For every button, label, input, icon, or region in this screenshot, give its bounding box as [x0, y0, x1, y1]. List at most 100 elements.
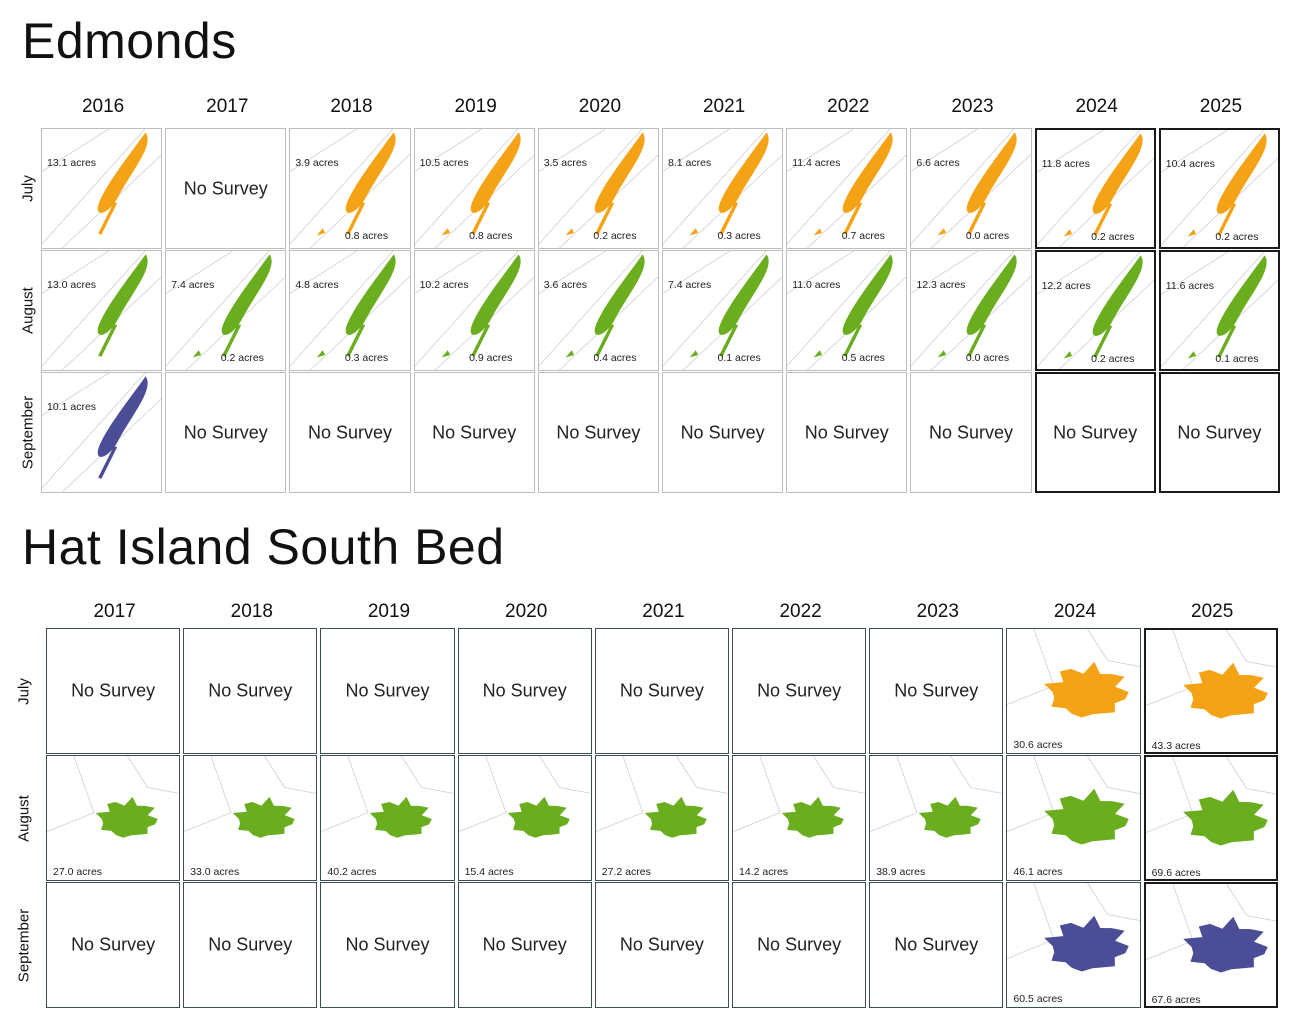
map-cell-august-2020: 15.4 acres — [457, 755, 592, 881]
map-cell-july-2023: No Survey — [869, 628, 1004, 754]
small-patch-shape — [317, 228, 326, 236]
map-cell-august-2019: 40.2 acres — [320, 755, 455, 881]
map-cell-september-2017: No Survey — [46, 882, 181, 1008]
year-label: 2022 — [779, 601, 822, 622]
acres-label-main: 13.1 acres — [47, 157, 97, 169]
map-cell-july-2017: No Survey — [46, 628, 181, 754]
seagrass-strip-shape — [1216, 202, 1236, 236]
seagrass-strip-shape — [1092, 202, 1112, 236]
seagrass-strip-shape — [594, 323, 614, 357]
map-cell-july-2019: 10.5 acres 0.8 acres — [413, 128, 535, 249]
map-cell-july-2024: 30.6 acres — [1006, 628, 1141, 754]
seagrass-strip-shape — [594, 201, 614, 235]
map-cell-september-2022: No Survey — [732, 882, 867, 1008]
map-cell-august-2024: 12.2 acres 0.2 acres — [1034, 250, 1156, 371]
year-label: 2023 — [951, 96, 994, 117]
no-survey-label: No Survey — [345, 934, 430, 955]
year-label: 2020 — [578, 96, 622, 117]
seagrass-strip-shape — [98, 445, 118, 479]
no-survey-label: No Survey — [894, 934, 979, 955]
map-cell-july-2017: No Survey — [165, 128, 287, 249]
no-survey-label: No Survey — [894, 680, 979, 701]
seagrass-bed-shape — [1182, 789, 1268, 846]
seagrass-map — [290, 251, 410, 370]
map-cell-july-2025: 10.4 acres 0.2 acres — [1158, 128, 1280, 249]
month-label-august: August — [19, 287, 37, 334]
acres-label-main: 14.2 acres — [739, 866, 789, 878]
small-patch-shape — [565, 350, 574, 358]
map-cell-august-2020: 3.6 acres 0.4 acres — [537, 250, 659, 371]
seagrass-strip-shape — [98, 201, 118, 235]
acres-label-main: 33.0 acres — [190, 866, 240, 878]
acres-label-secondary: 0.5 acres — [841, 352, 885, 364]
no-survey-label: No Survey — [619, 680, 704, 701]
seagrass-bed-shape — [232, 796, 295, 838]
seagrass-bed-shape — [470, 132, 521, 213]
year-label: 2017 — [206, 96, 249, 117]
seagrass-bed-shape — [644, 796, 707, 838]
map-cell-august-2021: 27.2 acres — [594, 755, 729, 881]
no-survey-label: No Survey — [345, 680, 430, 701]
acres-label-main: 7.4 acres — [668, 279, 712, 291]
map-cell-august-2025: 69.6 acres — [1143, 755, 1278, 881]
map-cell-september-2019: No Survey — [413, 372, 535, 493]
seagrass-bed-shape — [842, 132, 893, 213]
year-label: 2019 — [367, 601, 411, 622]
seagrass-bed-shape — [842, 254, 893, 335]
seagrass-map — [414, 251, 534, 370]
year-label: 2018 — [330, 96, 373, 117]
seagrass-strip-shape — [843, 201, 863, 235]
seagrass-map — [663, 251, 783, 370]
small-patch-shape — [1063, 351, 1072, 359]
no-survey-label: No Survey — [804, 422, 889, 442]
acres-label-main: 4.8 acres — [295, 279, 339, 291]
map-cell-july-2018: No Survey — [183, 628, 318, 754]
seagrass-bed-shape — [507, 796, 570, 838]
year-label: 2022 — [827, 96, 870, 117]
seagrass-map — [290, 129, 410, 248]
acres-label-main: 67.6 acres — [1151, 994, 1201, 1006]
seagrass-map — [911, 251, 1031, 370]
year-label: 2024 — [1075, 96, 1118, 117]
map-cell-july-2016: 13.1 acres — [41, 128, 163, 249]
map-cell-september-2025: No Survey — [1158, 372, 1280, 493]
seagrass-map — [42, 129, 162, 248]
seagrass-map — [1145, 884, 1276, 973]
acres-label-main: 15.4 acres — [464, 866, 514, 878]
map-cell-september-2024: 60.5 acres — [1006, 882, 1141, 1008]
acres-label-secondary: 0.0 acres — [965, 230, 1010, 242]
map-cell-september-2021: No Survey — [662, 372, 784, 493]
year-label: 2024 — [1053, 601, 1097, 622]
small-patch-shape — [192, 350, 202, 358]
acres-label-secondary: 0.2 acres — [593, 230, 637, 242]
map-cell-september-2023: No Survey — [910, 372, 1032, 493]
map-cell-september-2024: No Survey — [1034, 372, 1156, 493]
no-survey-label: No Survey — [680, 422, 765, 442]
seagrass-bed-shape — [1044, 915, 1130, 972]
map-cell-september-2025: 67.6 acres — [1143, 882, 1278, 1008]
map-cell-july-2022: No Survey — [732, 628, 867, 754]
year-label: 2017 — [93, 601, 136, 622]
seagrass-bed-shape — [718, 132, 769, 213]
acres-label-secondary: 0.4 acres — [593, 352, 637, 364]
seagrass-bed-shape — [346, 132, 397, 213]
small-patch-shape — [813, 350, 823, 358]
small-patch-shape — [938, 350, 947, 358]
small-patch-shape — [441, 228, 450, 236]
seagrass-strip-shape — [470, 323, 490, 357]
map-cell-august-2017: 7.4 acres 0.2 acres — [165, 250, 287, 371]
seagrass-bed-shape — [370, 796, 433, 838]
seagrass-map — [1145, 757, 1276, 846]
map-cell-august-2018: 33.0 acres — [183, 755, 318, 881]
map-cell-july-2025: 43.3 acres — [1143, 628, 1278, 754]
acres-label-main: 46.1 acres — [1013, 866, 1063, 878]
acres-label-main: 38.9 acres — [876, 866, 926, 878]
map-cell-august-2025: 11.6 acres 0.1 acres — [1158, 250, 1280, 371]
seagrass-map — [414, 129, 534, 248]
seagrass-map — [1007, 756, 1140, 845]
acres-label-secondary: 0.0 acres — [965, 352, 1010, 364]
acres-label-secondary: 0.7 acres — [841, 230, 885, 242]
year-label: 2020 — [505, 601, 548, 622]
acres-label-secondary: 0.3 acres — [344, 352, 389, 364]
year-label: 2021 — [642, 601, 685, 622]
